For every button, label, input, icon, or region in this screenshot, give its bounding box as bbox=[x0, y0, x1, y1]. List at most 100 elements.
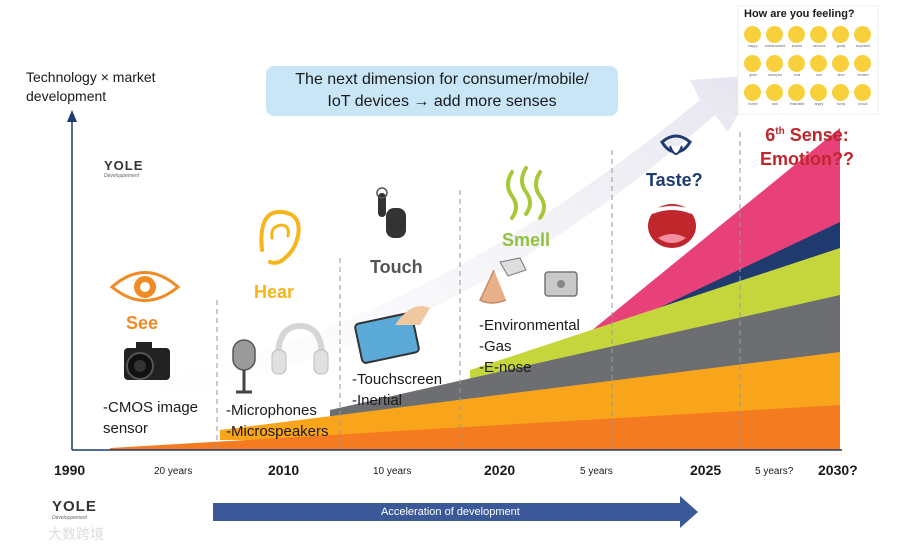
background-sweep-arrow bbox=[150, 75, 760, 398]
emotion-face-icon bbox=[810, 84, 827, 101]
camera-icon bbox=[124, 342, 170, 380]
emotion-face-icon bbox=[788, 26, 805, 43]
list-item: -Environmental bbox=[479, 317, 580, 334]
yole-logo-bottom: YOLE Développement bbox=[52, 498, 97, 521]
sensor-chip-icon bbox=[544, 271, 578, 297]
emotion-face-icon bbox=[854, 26, 871, 43]
emotion-face-label: nervous bbox=[812, 44, 826, 48]
emotion-face-icon bbox=[832, 26, 849, 43]
emotion-face-label: angry bbox=[814, 102, 824, 106]
year-label-2025: 2025 bbox=[690, 462, 722, 478]
emotion-face-label: frustrated bbox=[789, 102, 805, 106]
emotion-title-line-2: Emotion?? bbox=[760, 149, 854, 169]
year-label-1990: 1990 bbox=[54, 462, 86, 478]
list-item: -Microspeakers bbox=[226, 423, 329, 440]
emotion-face-label: quiet bbox=[749, 73, 757, 77]
emotion-face-icon bbox=[810, 26, 827, 43]
gap-label-5-years-question: 5 years? bbox=[755, 466, 794, 477]
list-item: -CMOS image bbox=[103, 399, 199, 416]
mouth-icon bbox=[648, 204, 696, 248]
emotion-face-label: sick bbox=[771, 102, 779, 106]
emotion-face-label: happy bbox=[748, 44, 758, 48]
ear-icon bbox=[259, 209, 301, 265]
stage-title-touch: Touch bbox=[370, 257, 423, 277]
emotion-face-icon bbox=[832, 55, 849, 72]
emotion-title-rest: Sense: bbox=[784, 125, 849, 145]
yole-logo-bottom-name: YOLE bbox=[52, 498, 97, 515]
watermark-text: 大数跨境 bbox=[48, 526, 104, 542]
emotion-face-label: sad bbox=[816, 73, 822, 77]
y-axis-label-line-1: Technology × market bbox=[26, 69, 156, 85]
list-item: -E-nose bbox=[479, 359, 532, 376]
stage-title-taste: Taste? bbox=[646, 170, 703, 190]
stage-title-see: See bbox=[126, 313, 159, 333]
year-label-2010: 2010 bbox=[268, 462, 300, 478]
y-axis-arrowhead bbox=[67, 110, 77, 122]
emotion-face-icon bbox=[744, 26, 761, 43]
yole-logo-bottom-tagline: Développement bbox=[52, 515, 88, 521]
tablet-icon bbox=[354, 306, 430, 364]
emotion-face-label: surprised bbox=[855, 44, 871, 48]
list-hear: -Microphones -Microspeakers bbox=[226, 400, 329, 442]
acceleration-label: Acceleration of development bbox=[381, 506, 520, 518]
emotion-chart-title: How are you feeling? bbox=[744, 8, 855, 20]
emotion-face-icon bbox=[744, 55, 761, 72]
stage-separators bbox=[216, 132, 741, 448]
list-smell: -Environmental -Gas -E-nose bbox=[479, 315, 580, 378]
emotion-face-label: annoyed bbox=[768, 73, 782, 77]
hand-pointer-icon bbox=[376, 187, 406, 238]
tongue-icon bbox=[660, 134, 692, 155]
emotion-face-label: excited bbox=[857, 73, 869, 77]
yole-logo: YOLE Développement bbox=[104, 158, 143, 179]
emotion-face-label: bored bbox=[748, 102, 758, 106]
list-item: -Inertial bbox=[352, 392, 403, 409]
gap-label-5-years: 5 years bbox=[580, 466, 613, 477]
headphones-icon bbox=[271, 322, 329, 375]
emotion-face-label: tired bbox=[837, 73, 845, 77]
emotion-face-icon bbox=[766, 84, 783, 101]
emotion-face-label: embarrassed bbox=[764, 44, 786, 48]
emotion-face-icon bbox=[810, 55, 827, 72]
eye-icon bbox=[109, 271, 181, 302]
list-see: -CMOS image sensor bbox=[103, 397, 198, 439]
year-label-2020: 2020 bbox=[484, 462, 516, 478]
y-axis-label: Technology × market development bbox=[26, 68, 186, 106]
emotion-face-icon bbox=[744, 84, 761, 101]
microphone-icon bbox=[232, 339, 256, 394]
year-label-2030: 2030? bbox=[818, 462, 858, 478]
steam-icon bbox=[506, 166, 546, 220]
emotion-face-icon bbox=[766, 55, 783, 72]
emotion-title-suffix: th bbox=[775, 126, 785, 137]
list-item: -Microphones bbox=[226, 402, 317, 419]
stage-title-smell: Smell bbox=[502, 230, 551, 250]
stage-title-emotion: 6th Sense: Emotion?? bbox=[760, 120, 854, 171]
banner-line-2: IoT devices → add more senses bbox=[327, 93, 557, 110]
y-axis-label-line-2: development bbox=[26, 88, 107, 104]
emotion-face-icon bbox=[788, 84, 805, 101]
acceleration-arrow bbox=[213, 496, 698, 528]
emotion-face-label: cool bbox=[793, 73, 801, 77]
emotion-face-icon bbox=[854, 55, 871, 72]
list-touch: -Touchscreen -Inertial bbox=[352, 369, 442, 411]
list-item: -Gas bbox=[479, 338, 512, 355]
emotion-face-icon bbox=[766, 26, 783, 43]
emotion-title-number: 6 bbox=[765, 125, 776, 145]
list-item: -Touchscreen bbox=[352, 371, 443, 388]
emotion-face-icon bbox=[832, 84, 849, 101]
emotion-face-label: funny bbox=[836, 102, 846, 106]
emotion-face-label: scared bbox=[791, 44, 803, 48]
stage-title-hear: Hear bbox=[254, 282, 295, 302]
yole-logo-name: YOLE bbox=[104, 158, 144, 173]
nose-icon bbox=[479, 257, 527, 304]
banner: The next dimension for consumer/mobile/ … bbox=[266, 66, 618, 116]
yole-logo-tagline: Développement bbox=[104, 173, 140, 179]
list-item: sensor bbox=[103, 420, 149, 437]
emotion-face-label: goofy bbox=[836, 44, 846, 48]
banner-line-1: The next dimension for consumer/mobile/ bbox=[295, 71, 589, 88]
gap-label-20-years: 20 years bbox=[154, 466, 193, 477]
gap-label-10-years: 10 years bbox=[373, 466, 412, 477]
emotion-chart-grid: happy embarrassed scared nervous goofy surpri… bbox=[740, 26, 876, 112]
emotion-face-label: proud bbox=[858, 102, 868, 106]
band-orange bbox=[110, 405, 840, 450]
